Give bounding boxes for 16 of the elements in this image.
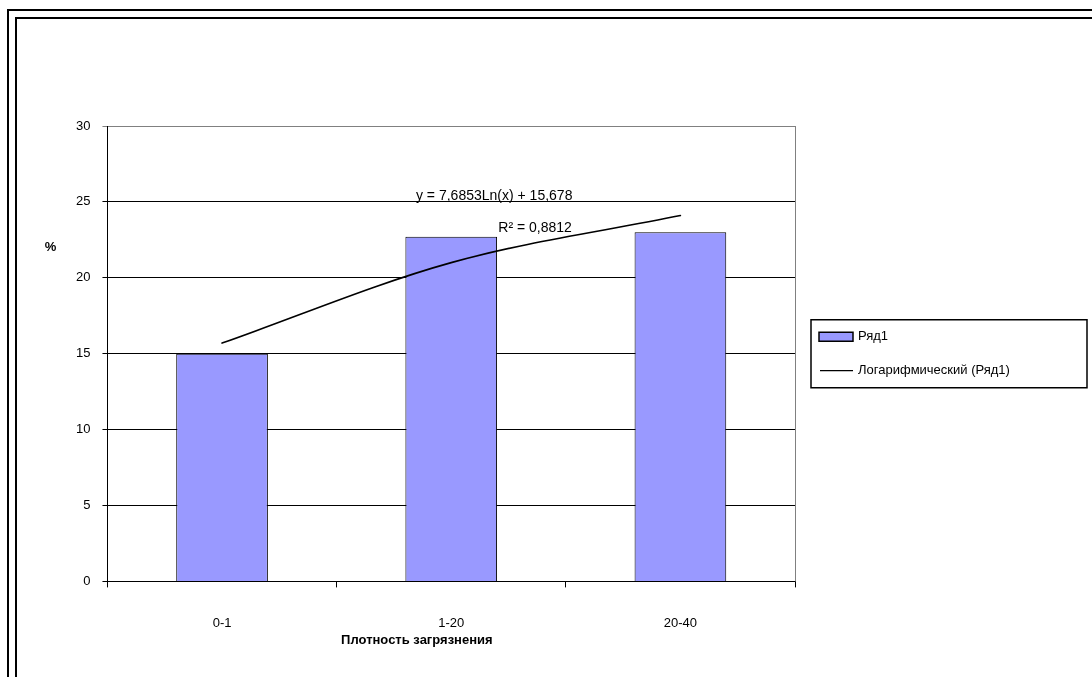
y-tick-label: 10 <box>75 421 91 437</box>
y-tick-label: 30 <box>75 117 91 133</box>
y-tick-label: 25 <box>75 193 91 209</box>
y-axis-title: % <box>44 238 57 254</box>
annotation: y = 7,6853Ln(x) + 15,678 <box>415 187 573 204</box>
legend-label: Логарифмический (Ряд1) <box>858 362 1010 378</box>
y-tick-label: 0 <box>83 572 91 588</box>
x-tick-label: 20-40 <box>663 614 698 630</box>
annotation: R² = 0,8812 <box>498 218 573 235</box>
y-tick-label: 5 <box>83 497 91 513</box>
y-tick-label: 15 <box>75 345 91 361</box>
legend-label: Ряд1 <box>858 328 889 344</box>
x-tick-label: 0-1 <box>212 614 232 630</box>
x-axis-title: Плотность загрязнения <box>341 631 493 647</box>
y-tick-label: 20 <box>75 269 91 285</box>
x-tick-label: 1-20 <box>438 614 465 630</box>
